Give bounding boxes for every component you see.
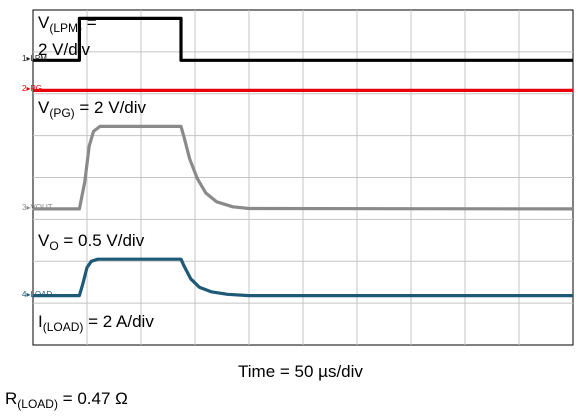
time-scale-label: Time = 50 µs/div [238, 362, 363, 382]
pg-scale-label: V(PG) = 2 V/div [38, 98, 146, 120]
vout-channel-label: 3▸VOUT [22, 203, 53, 212]
load-scale-label: I(LOAD) = 2 A/div [38, 312, 154, 334]
load-channel-label: 4▸LOAD [22, 290, 52, 299]
lpm-scale-label: V(LPM) = 2 V/div [38, 12, 97, 60]
load-resistance-label: R(LOAD) = 0.47 Ω [5, 389, 128, 411]
pg-channel-label: 2▸PG [22, 84, 42, 93]
vout-scale-label: VO = 0.5 V/div [38, 231, 144, 253]
